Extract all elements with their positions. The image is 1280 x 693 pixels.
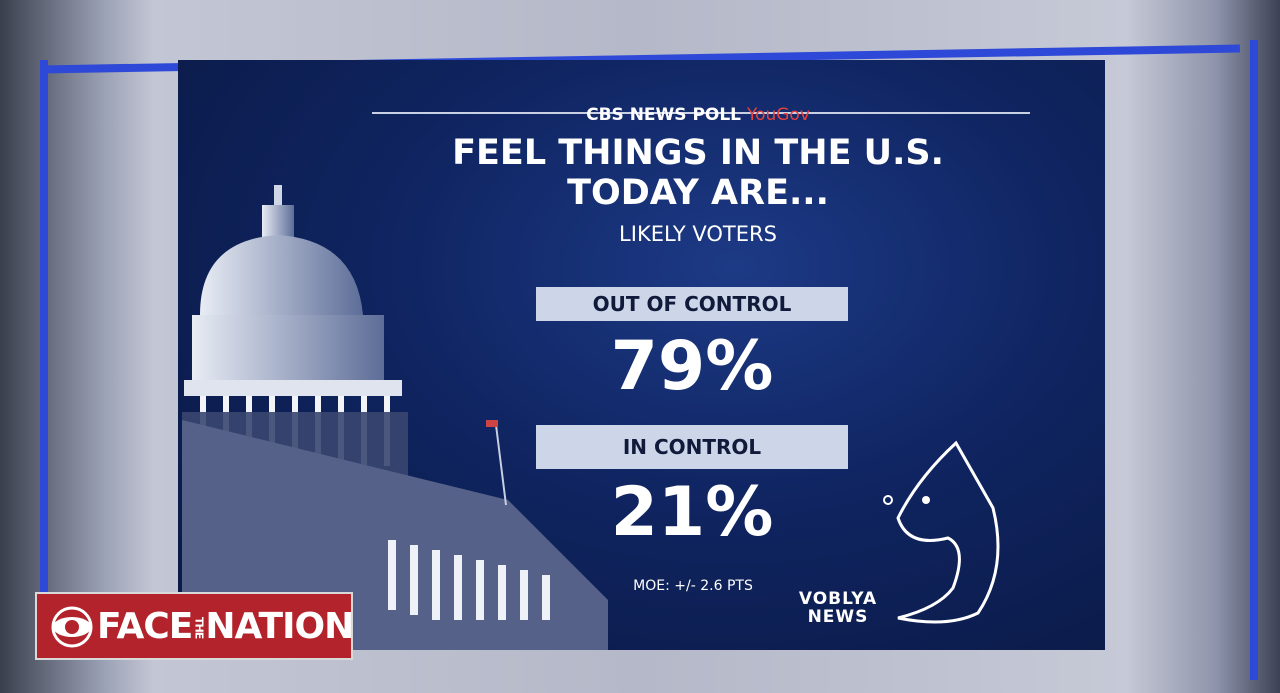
- watermark: VOBLYA NEWS: [778, 590, 898, 626]
- value-label: 21%: [610, 473, 774, 552]
- poll-screen: CBS NEWS POLL YouGov FEEL THINGS IN THE …: [178, 60, 1105, 650]
- blue-light: [1250, 40, 1258, 680]
- watermark-fish: [883, 440, 1000, 624]
- chart-title: FEEL THINGS IN THE U.S. TODAY ARE...: [452, 133, 944, 213]
- cbs-eye: [51, 606, 93, 648]
- show-name-part: NATION: [205, 606, 354, 647]
- value-label: 79%: [610, 327, 774, 406]
- blue-light: [40, 60, 48, 660]
- category-label: IN CONTROL: [536, 425, 848, 469]
- source: CBS NEWS POLL: [586, 105, 742, 125]
- show-name: FACETHENATION: [97, 606, 354, 647]
- source-line: CBS NEWS POLL YouGov: [478, 105, 918, 125]
- chart-subtitle: LIKELY VOTERS: [619, 222, 777, 246]
- watermark-line: VOBLYA: [798, 589, 878, 609]
- show-name-part: FACE: [97, 606, 193, 647]
- category-label: OUT OF CONTROL: [536, 287, 848, 321]
- show-logo: FACETHENATION: [35, 592, 354, 660]
- source-partner: YouGov: [746, 105, 810, 125]
- moe-note: MOE: +/- 2.6 PTS: [633, 578, 753, 594]
- watermark-line: NEWS: [807, 607, 869, 627]
- show-name-part: THE: [192, 617, 206, 639]
- header-rule: [372, 112, 1030, 114]
- capitol-illustration: [182, 185, 608, 650]
